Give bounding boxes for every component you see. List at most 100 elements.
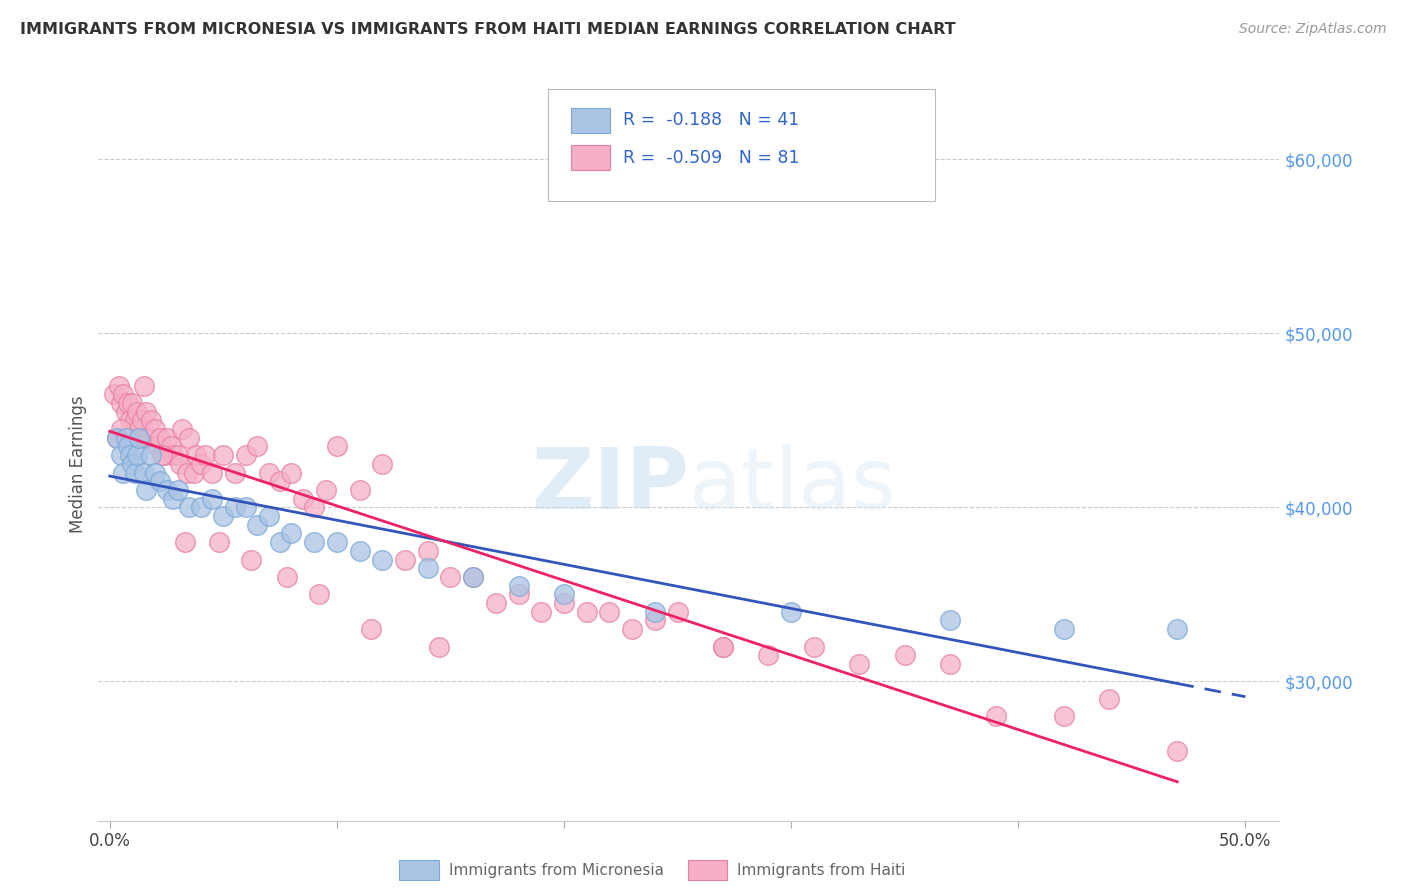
Text: ZIP: ZIP [531, 443, 689, 527]
Point [326, 439, 349, 453]
Point [427, 640, 450, 654]
Text: Immigrants from Haiti: Immigrants from Haiti [737, 863, 905, 878]
Point [183, 466, 205, 480]
Point [416, 544, 439, 558]
Point [280, 526, 302, 541]
Point [162, 491, 184, 506]
Point [176, 466, 198, 480]
Point [139, 448, 162, 462]
Point [120, 413, 142, 427]
Text: R =  -0.509   N = 81: R = -0.509 N = 81 [623, 149, 800, 167]
Point [780, 605, 803, 619]
Point [553, 587, 575, 601]
Point [173, 535, 195, 549]
Point [155, 431, 177, 445]
Point [224, 500, 246, 515]
Point [131, 413, 153, 427]
Point [315, 483, 337, 497]
Point [302, 535, 325, 549]
Point [128, 431, 150, 445]
Point [291, 491, 314, 506]
Point [149, 431, 172, 445]
Point [257, 509, 280, 524]
Point [439, 570, 461, 584]
Point [848, 657, 870, 671]
Point [112, 466, 135, 480]
Point [121, 457, 143, 471]
Y-axis label: Median Earnings: Median Earnings [69, 395, 87, 533]
Point [149, 475, 172, 489]
Point [155, 483, 177, 497]
Point [239, 552, 262, 566]
Point [530, 605, 553, 619]
Point [1098, 691, 1121, 706]
Point [135, 483, 157, 497]
Point [553, 596, 575, 610]
Point [103, 387, 125, 401]
Point [394, 552, 416, 566]
Point [308, 587, 330, 601]
Point [153, 448, 176, 462]
Point [114, 431, 136, 445]
Point [124, 466, 146, 480]
Point [162, 448, 184, 462]
Point [112, 387, 135, 401]
Point [1053, 709, 1076, 723]
Point [132, 466, 155, 480]
Point [124, 413, 146, 427]
Point [167, 448, 190, 462]
Point [463, 570, 485, 584]
Point [235, 448, 257, 462]
Point [349, 483, 371, 497]
Point [184, 448, 207, 462]
Point [575, 605, 598, 619]
Point [150, 448, 173, 462]
Point [416, 561, 439, 575]
Point [105, 431, 128, 445]
Text: atlas: atlas [689, 443, 897, 527]
Point [235, 500, 257, 515]
Point [120, 448, 142, 462]
Point [326, 535, 349, 549]
Point [110, 396, 132, 410]
Point [179, 431, 201, 445]
Point [302, 500, 325, 515]
Point [201, 466, 224, 480]
Point [666, 605, 689, 619]
Point [984, 709, 1007, 723]
Point [644, 614, 666, 628]
Point [711, 640, 734, 654]
Point [138, 431, 160, 445]
Point [117, 396, 139, 410]
Point [143, 466, 166, 480]
Point [1166, 622, 1188, 636]
Point [110, 422, 132, 436]
Point [758, 648, 780, 663]
Point [360, 622, 382, 636]
Point [201, 491, 224, 506]
Point [179, 500, 201, 515]
Point [146, 439, 169, 453]
Point [128, 422, 150, 436]
Point [280, 466, 302, 480]
Point [212, 509, 235, 524]
Point [224, 466, 246, 480]
Point [598, 605, 620, 619]
Point [803, 640, 825, 654]
Point [463, 570, 485, 584]
Point [711, 640, 734, 654]
Point [167, 483, 190, 497]
Point [114, 404, 136, 418]
Text: Source: ZipAtlas.com: Source: ZipAtlas.com [1239, 22, 1386, 37]
Text: Immigrants from Micronesia: Immigrants from Micronesia [449, 863, 664, 878]
Point [644, 605, 666, 619]
Point [110, 448, 132, 462]
Point [139, 413, 162, 427]
Point [349, 544, 371, 558]
Point [172, 422, 194, 436]
Point [125, 448, 148, 462]
Point [269, 475, 291, 489]
Point [508, 587, 530, 601]
Point [108, 378, 131, 392]
Point [208, 535, 231, 549]
